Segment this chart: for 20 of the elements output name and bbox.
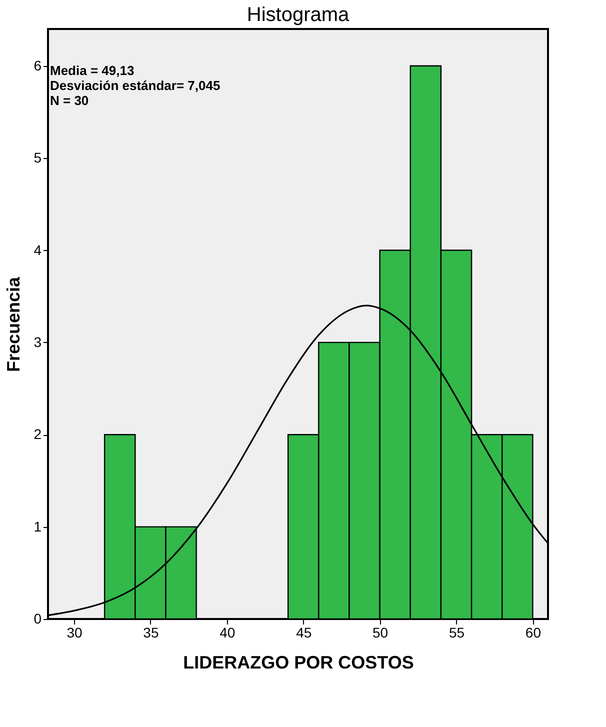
- y-tick-label: 1: [34, 518, 42, 534]
- x-tick-label: 35: [143, 624, 159, 640]
- y-tick-label: 6: [34, 57, 42, 74]
- y-tick-label: 5: [34, 150, 42, 166]
- x-axis-title: LIDERAZGO POR COSTOS: [183, 652, 414, 672]
- x-tick-label: 55: [448, 624, 465, 640]
- annotation: N = 30: [50, 93, 89, 108]
- y-tick-label: 2: [34, 426, 42, 442]
- x-tick-label: 30: [66, 624, 82, 640]
- annotation: Media = 49,13: [50, 63, 134, 78]
- chart-title: Histograma: [246, 4, 350, 26]
- x-tick-label: 45: [296, 624, 312, 640]
- y-tick-label: 3: [34, 334, 42, 350]
- x-tick-label: 50: [372, 624, 388, 640]
- annotation: Desviación estándar= 7,045: [50, 78, 220, 93]
- x-tick-label: 40: [220, 624, 236, 640]
- x-tick-label: 60: [525, 624, 542, 640]
- y-tick-label: 0: [34, 610, 42, 626]
- y-axis-title: Frecuencia: [4, 276, 24, 372]
- y-tick-label: 4: [34, 242, 42, 258]
